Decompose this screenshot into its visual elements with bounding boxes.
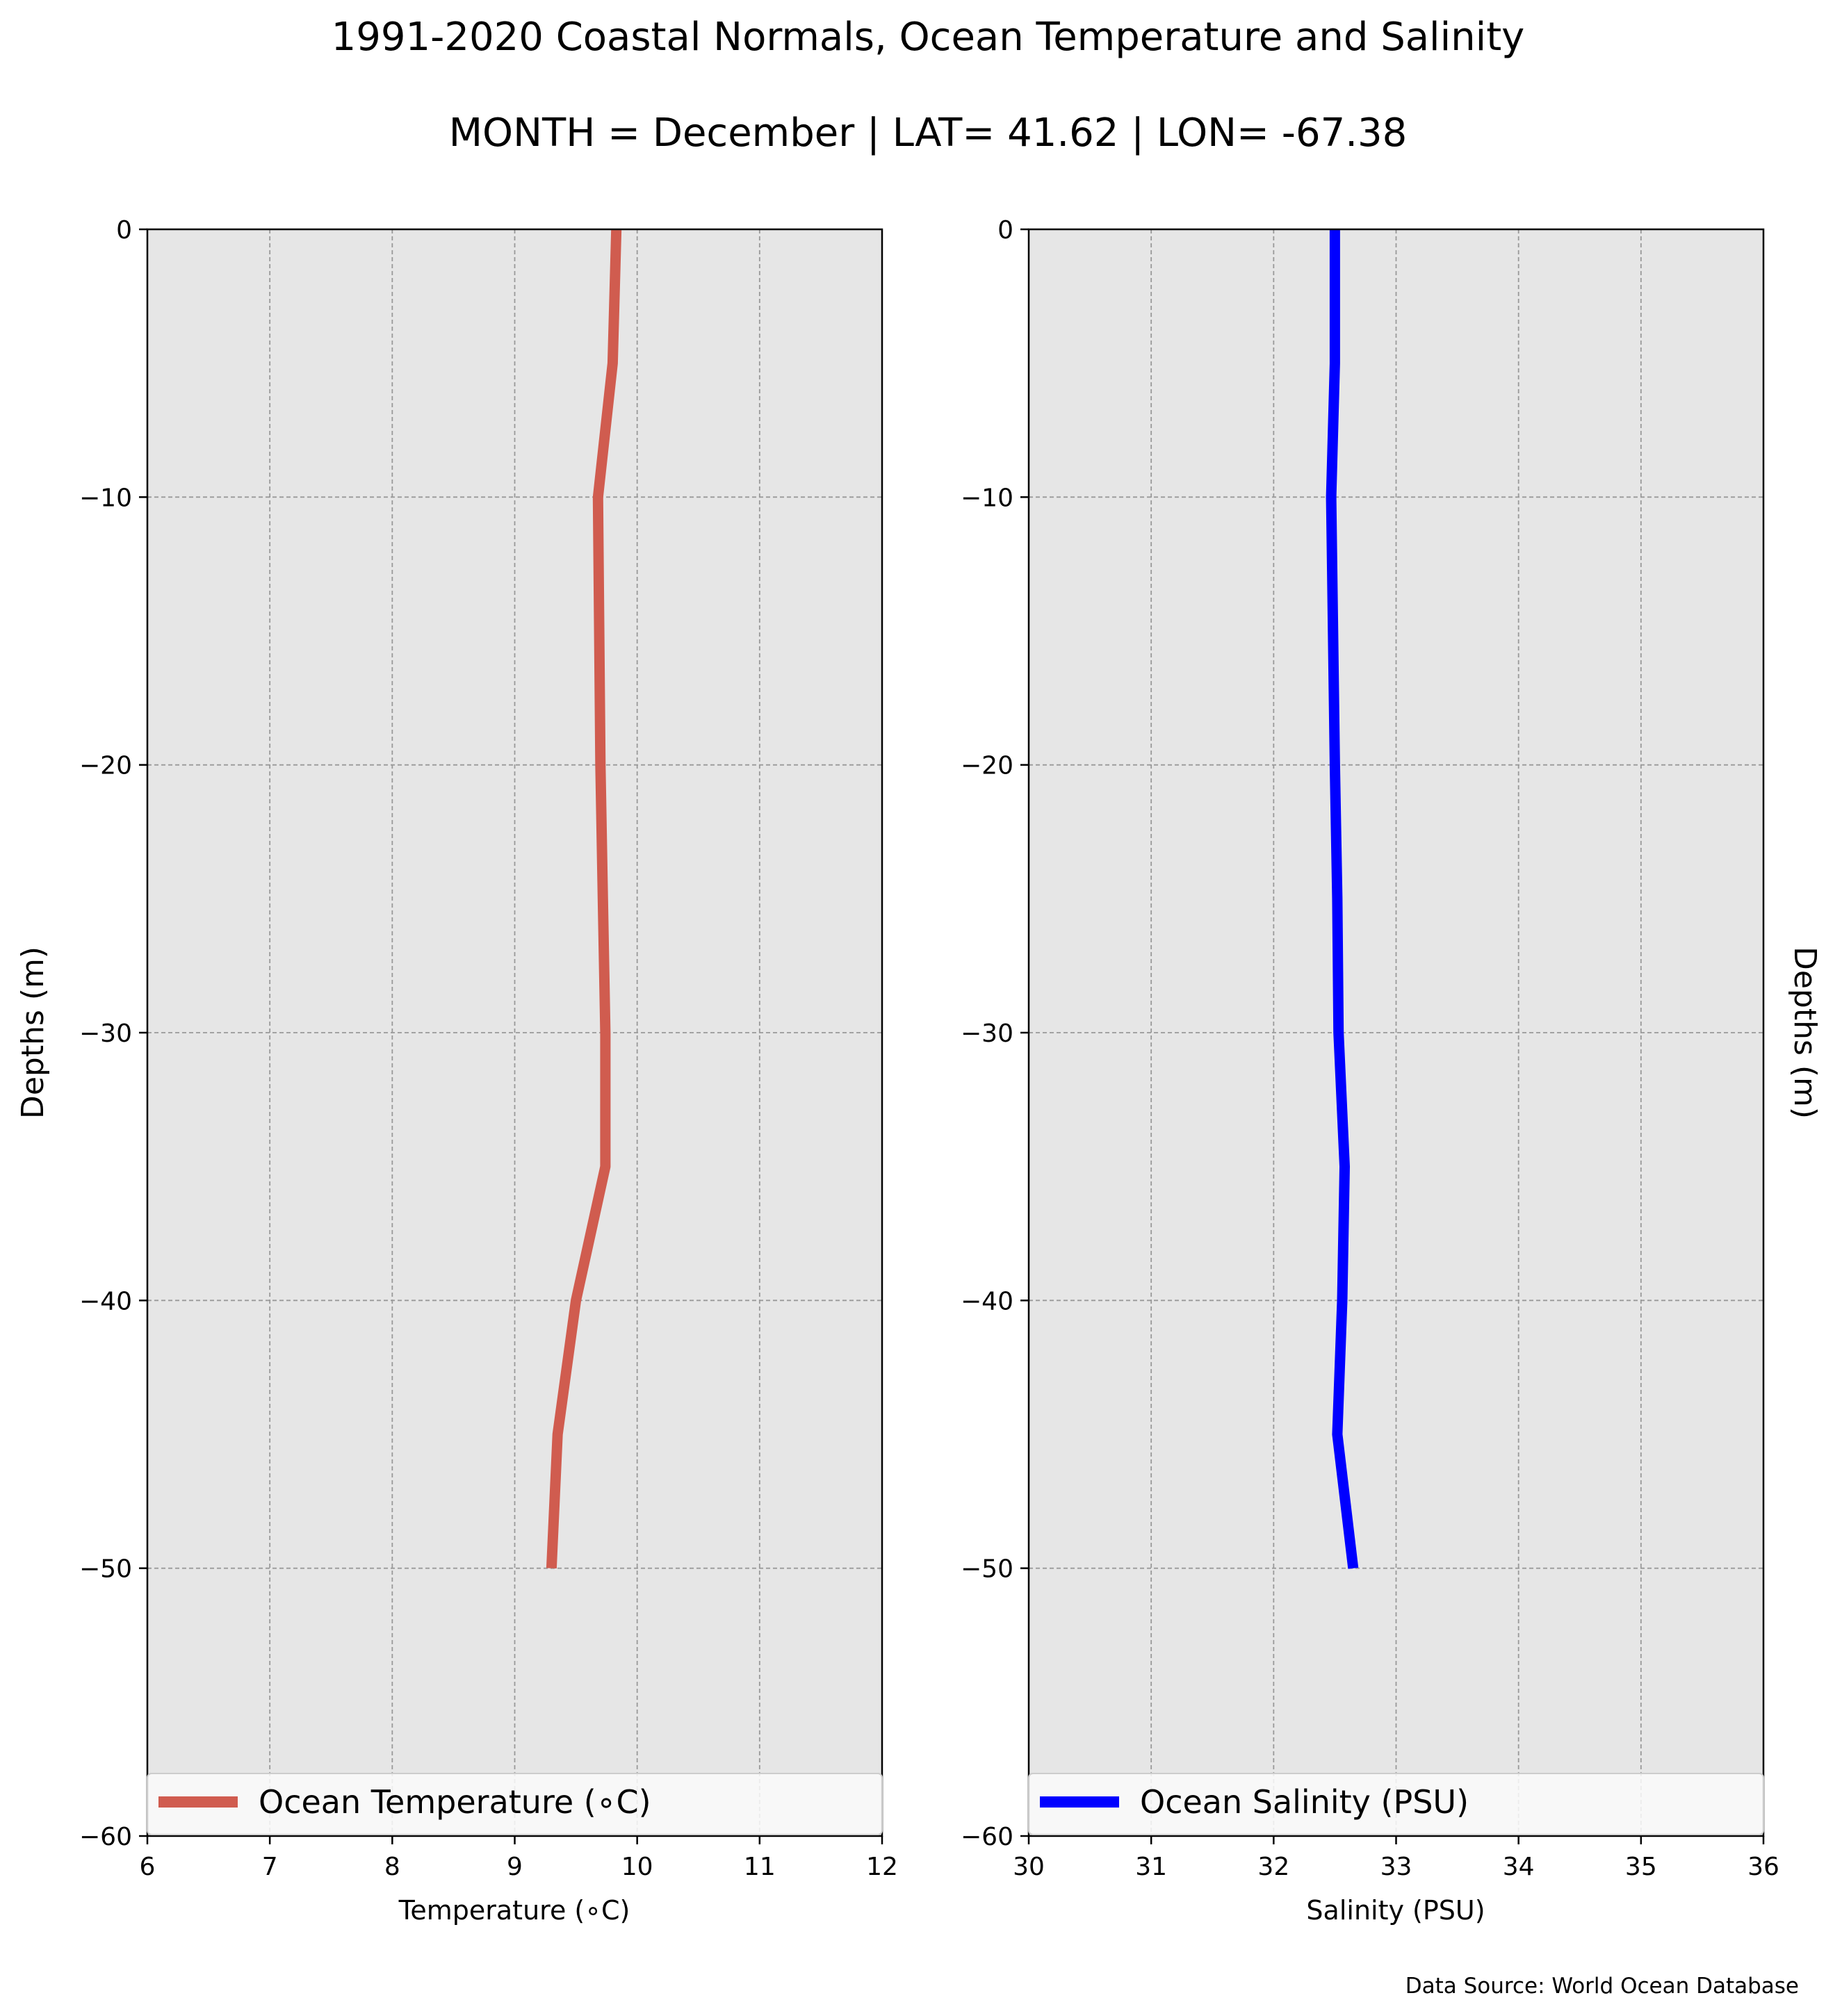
temperature-x-tick-label: 8: [384, 1853, 400, 1881]
temperature-grid: [147, 229, 882, 1836]
temperature-y-axis-label: Depths (m): [15, 946, 51, 1119]
data-source-note: Data Source: World Ocean Database: [1405, 1974, 1799, 1999]
temperature-line-layer: [546, 229, 622, 1569]
salinity-legend-label: Ocean Salinity (PSU): [1140, 1783, 1469, 1821]
salinity-ticks: 30 31 32 33 34 35 36 0 −10 −20 −30 −40 −50 −60: [961, 216, 1779, 1881]
temperature-series-line: [546, 229, 622, 1569]
temperature-legend-box: [147, 1773, 883, 1835]
salinity-y-tick-label: −20: [961, 752, 1013, 780]
temperature-y-tick-label: 0: [116, 216, 132, 245]
salinity-x-tick-label: 34: [1503, 1853, 1535, 1881]
temperature-x-tick-label: 10: [621, 1853, 653, 1881]
temperature-y-tick-label: −50: [79, 1555, 132, 1584]
salinity-x-tick-label: 30: [1013, 1853, 1045, 1881]
salinity-series-line: [1326, 229, 1359, 1569]
temperature-y-tick-label: −60: [79, 1823, 132, 1851]
salinity-y-tick-label: −30: [961, 1019, 1013, 1048]
temperature-x-tick-label: 9: [507, 1853, 523, 1881]
temperature-y-tick-label: −20: [79, 752, 132, 780]
temperature-x-tick-label: 12: [866, 1853, 898, 1881]
salinity-y-tick-label: −10: [961, 484, 1013, 512]
temperature-legend[interactable]: Ocean Temperature (∘C): [147, 1773, 883, 1835]
salinity-line-layer: [1326, 229, 1359, 1569]
salinity-x-tick-label: 33: [1380, 1853, 1412, 1881]
salinity-x-tick-label: 31: [1135, 1853, 1167, 1881]
temperature-y-tick-label: −40: [79, 1287, 132, 1316]
salinity-y-tick-label: 0: [997, 216, 1013, 245]
salinity-legend[interactable]: Ocean Salinity (PSU): [1028, 1773, 1764, 1835]
chart-title: 1991-2020 Coastal Normals, Ocean Tempera…: [332, 15, 1525, 60]
temperature-y-tick-label: −30: [79, 1019, 132, 1048]
salinity-x-tick-label: 36: [1747, 1853, 1779, 1881]
salinity-x-tick-label: 32: [1257, 1853, 1289, 1881]
salinity-grid: [1029, 229, 1763, 1836]
salinity-x-tick-label: 35: [1625, 1853, 1657, 1881]
salinity-y-tick-label: −50: [961, 1555, 1013, 1584]
temperature-x-tick-label: 11: [744, 1853, 776, 1881]
temperature-x-tick-label: 6: [140, 1853, 156, 1881]
temperature-x-tick-label: 7: [262, 1853, 278, 1881]
salinity-y-tick-label: −40: [961, 1287, 1013, 1316]
salinity-x-axis-label: Salinity (PSU): [1306, 1895, 1485, 1926]
temperature-y-tick-label: −10: [79, 484, 132, 512]
salinity-y-axis-label: Depths (m): [1787, 946, 1823, 1119]
temperature-panel: 6 7 8 9 10 11 12 0 −10 −20 −30 −40 −50 −60 Ocean Temp…: [15, 216, 898, 1926]
temperature-legend-label: Ocean Temperature (∘C): [259, 1783, 651, 1821]
salinity-legend-box: [1028, 1773, 1764, 1835]
chart-subtitle: MONTH = December | LAT= 41.62 | LON= -67…: [449, 110, 1408, 156]
temperature-ticks: 6 7 8 9 10 11 12 0 −10 −20 −30 −40 −50 −60: [79, 216, 898, 1881]
temperature-x-axis-label: Temperature (∘C): [398, 1895, 630, 1926]
salinity-y-tick-label: −60: [961, 1823, 1013, 1851]
salinity-panel: 30 31 32 33 34 35 36 0 −10 −20 −30 −40 −50 −60 Ocean …: [961, 216, 1823, 1926]
